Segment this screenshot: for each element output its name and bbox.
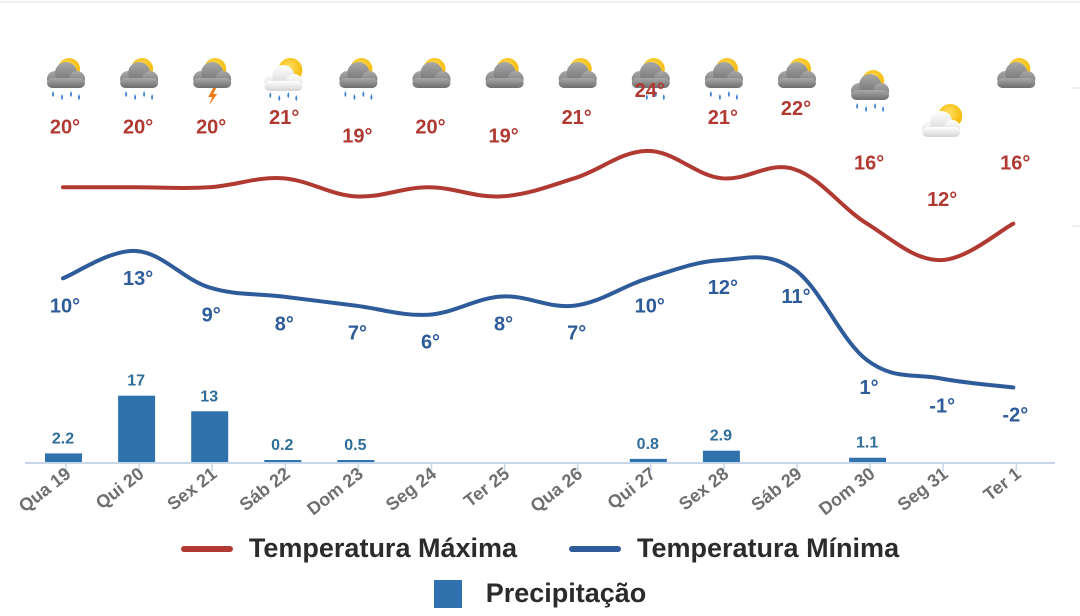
min-temp-label: 10° — [635, 295, 665, 317]
max-temp-label: 16° — [854, 153, 884, 175]
min-temp-label: -2° — [1002, 405, 1028, 427]
precip-label: 13 — [200, 388, 218, 405]
x-tick-label: Dom 30 — [815, 463, 879, 519]
precip-bar — [702, 450, 740, 462]
cloud-sun-icon — [997, 58, 1036, 88]
precip-label: 17 — [127, 373, 145, 390]
max-temp-label: 24° — [635, 80, 665, 102]
legend-swatch-max — [180, 545, 233, 552]
legend-swatch-min — [569, 545, 622, 552]
max-temp-label: 19° — [488, 125, 518, 147]
legend-row-precipitation: Precipitação — [0, 578, 1080, 609]
precipitation-bars: 2.2 17 13 0.2 0.5 0.8 2.9 1.1 — [45, 373, 887, 462]
min-temp-label: -1° — [929, 395, 955, 417]
x-tick-label: Dom 23 — [303, 463, 367, 519]
x-tick-label: Sáb 22 — [236, 463, 294, 514]
max-temp-label: 12° — [927, 189, 957, 211]
min-temp-label: 6° — [421, 332, 440, 354]
min-temp-label: 7° — [567, 323, 586, 345]
rain-cloud-sun-icon — [704, 58, 743, 100]
max-temp-line — [61, 148, 1016, 263]
thunderstorm-cloud-sun-icon — [193, 58, 232, 105]
legend-swatch-precip — [433, 579, 462, 608]
precip-bar — [118, 395, 156, 462]
legend-row-temperature: Temperatura Máxima Temperatura Mínima — [0, 533, 1080, 564]
rain-cloud-sun-icon — [631, 58, 670, 100]
precip-bar — [337, 460, 375, 462]
rain-cloud-sun-icon — [47, 58, 85, 100]
max-temp-label: 21° — [562, 107, 592, 129]
legend-label-precip: Precipitação — [485, 578, 647, 608]
x-tick-label: Qui 20 — [92, 463, 148, 513]
rain-cloud-sun-icon — [339, 58, 378, 100]
precip-label: 0.8 — [637, 436, 659, 453]
min-temp-label: 12° — [708, 277, 738, 299]
x-tick-label: Sex 21 — [163, 463, 220, 514]
min-temp-label: 11° — [781, 286, 810, 308]
sun-cloud-icon — [922, 104, 963, 137]
min-temp-line — [61, 248, 1016, 390]
precip-label: 0.2 — [271, 437, 293, 454]
precip-bar — [264, 460, 302, 462]
legend-item-max[interactable]: Temperatura Máxima — [180, 533, 518, 564]
x-tick-label: Seg 31 — [894, 463, 952, 514]
min-temp-label: 8° — [275, 314, 294, 336]
x-tick-label: Qui 27 — [604, 463, 660, 513]
max-temp-label: 20° — [50, 116, 80, 138]
legend-item-precip[interactable]: Precipitação — [433, 578, 647, 609]
cloud-sun-icon — [778, 58, 816, 88]
cloud-sun-icon — [412, 58, 451, 88]
min-temp-label: 1° — [860, 377, 879, 399]
cloud-sun-icon — [558, 58, 597, 88]
precip-bar — [191, 411, 229, 462]
max-temp-labels: 20° 20° 20° 21° 19° 20° 19° 21° 24° 21° 22° 16° 12° 1… — [50, 80, 1031, 211]
x-tick-label: Ter 1 — [980, 463, 1025, 504]
max-temp-label: 22° — [781, 98, 811, 120]
precip-bar — [629, 458, 667, 462]
precip-label: 1.1 — [856, 435, 878, 452]
rain-cloud-sun-icon — [120, 58, 159, 100]
max-temp-label: 20° — [196, 116, 226, 138]
min-temp-label: 7° — [348, 323, 367, 345]
legend-label-min: Temperatura Mínima — [637, 533, 900, 563]
rain-cloud-sun-icon — [851, 70, 890, 112]
temperature-lines — [61, 148, 1016, 390]
precip-label: 2.9 — [710, 428, 732, 445]
legend-item-min[interactable]: Temperatura Mínima — [569, 533, 899, 564]
x-tick-label: Qua 19 — [15, 463, 75, 516]
precip-label: 2.2 — [52, 430, 74, 447]
min-temp-label: 10° — [50, 295, 80, 317]
precip-bar — [45, 453, 82, 462]
max-temp-label: 20° — [123, 116, 153, 138]
legend-label-max: Temperatura Máxima — [248, 533, 518, 563]
min-temp-label: 9° — [202, 304, 221, 326]
max-temp-label: 19° — [342, 125, 372, 147]
precip-label: 0.5 — [344, 437, 366, 454]
precip-bar — [849, 457, 887, 462]
max-temp-label: 16° — [1000, 153, 1030, 175]
max-temp-label: 20° — [415, 116, 445, 138]
x-tick-label: Sex 28 — [675, 463, 732, 514]
min-temp-label: 13° — [123, 268, 153, 290]
cloud-sun-icon — [485, 58, 524, 88]
min-temp-label: 8° — [494, 314, 513, 336]
x-tick-label: Sáb 29 — [747, 463, 805, 514]
min-temp-labels: 10° 13° 9° 8° 7° 6° 8° 7° 10° 12° 11° 1° -1° -2° — [50, 268, 1028, 427]
max-temp-label: 21° — [269, 107, 299, 129]
x-tick-label: Ter 25 — [460, 463, 513, 511]
max-temp-label: 21° — [708, 107, 738, 129]
sun-cloud-rain-icon — [264, 58, 303, 101]
x-axis: Qua 19 Qui 20 Sex 21 Sáb 22 Dom 23 Seg 24 Ter … — [15, 462, 1055, 519]
weather-icons — [47, 58, 1036, 137]
x-tick-label: Seg 24 — [382, 463, 440, 514]
x-tick-label: Qua 26 — [527, 463, 587, 516]
weather-chart: 20° 20° 20° 21°19° 20° 19°21°24°21° 22°16°12°1… — [0, 1, 1080, 519]
